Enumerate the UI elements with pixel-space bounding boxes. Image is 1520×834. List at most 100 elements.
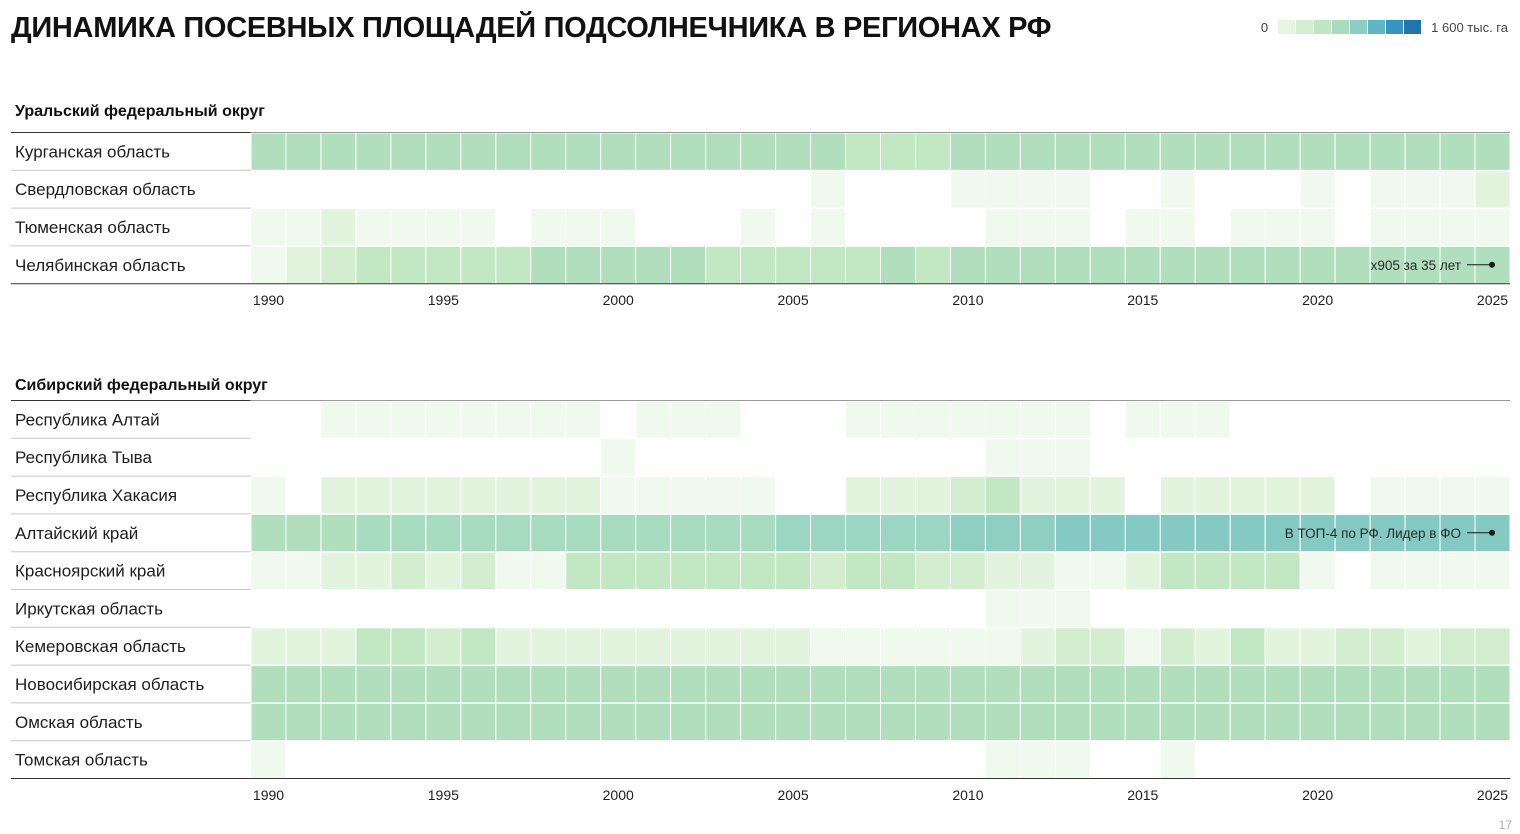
heatmap-cell — [635, 740, 672, 780]
row-label: Свердловская область — [15, 180, 196, 199]
heatmap-cell — [1334, 438, 1371, 477]
heatmap-cell — [1299, 627, 1336, 666]
heatmap-cell — [1124, 400, 1161, 439]
heatmap-cell — [1264, 665, 1301, 704]
heatmap-cell — [1089, 245, 1126, 285]
heatmap-cell — [1369, 627, 1406, 666]
heatmap-cell — [670, 665, 707, 704]
heatmap-cell — [775, 170, 812, 209]
heatmap-cell — [845, 627, 881, 666]
heatmap-cell — [635, 245, 672, 285]
heatmap-cell — [880, 400, 916, 439]
heatmap-cell — [949, 438, 986, 477]
heatmap-cell — [495, 665, 532, 704]
heatmap-cell — [425, 170, 462, 209]
heatmap-cell — [1229, 740, 1266, 780]
heatmap-cell — [1054, 702, 1091, 742]
heatmap-cell — [880, 208, 916, 247]
heatmap-cell — [670, 702, 707, 742]
heatmap-cell — [1299, 513, 1336, 553]
heatmap-cell — [810, 438, 847, 477]
heatmap-cell — [390, 589, 427, 628]
heatmap-cell — [1229, 589, 1266, 628]
heatmap-cell — [1369, 438, 1406, 477]
heatmap-cell — [285, 400, 322, 439]
heatmap-cell — [775, 740, 812, 780]
heatmap-cell — [845, 665, 881, 704]
heatmap-cell — [705, 702, 742, 742]
heatmap-cell — [949, 702, 986, 742]
heatmap-cell — [845, 589, 881, 628]
heatmap-cell — [1299, 476, 1336, 515]
heatmap-cell — [740, 400, 777, 439]
heatmap-cell — [740, 208, 777, 247]
heatmap-cell — [355, 476, 392, 515]
heatmap-cell — [880, 551, 916, 591]
heatmap-cell — [390, 132, 427, 171]
heatmap-cell — [565, 132, 602, 171]
heatmap-cell — [425, 627, 462, 666]
x-tick-label: 2010 — [952, 787, 983, 803]
heatmap-cell — [1264, 438, 1301, 477]
heatmap-cell — [1019, 665, 1056, 704]
heatmap-cell — [635, 627, 672, 666]
heatmap-cell — [670, 740, 707, 780]
heatmap-cell — [1369, 589, 1406, 628]
heatmap-cell — [1474, 551, 1511, 591]
heatmap-cell — [949, 208, 986, 247]
heatmap-cell — [320, 551, 357, 591]
heatmap-cell — [1089, 551, 1126, 591]
heatmap-cell — [845, 400, 881, 439]
heatmap-cell — [740, 665, 777, 704]
heatmap-cell — [810, 170, 847, 209]
heatmap-cell — [914, 551, 951, 591]
heatmap-cell — [1124, 438, 1161, 477]
heatmap-cell — [565, 589, 602, 628]
heatmap-cell — [250, 589, 287, 628]
heatmap-cell — [740, 702, 777, 742]
heatmap-cell — [530, 589, 567, 628]
heatmap-cell — [390, 170, 427, 209]
heatmap-cell — [320, 132, 357, 171]
row-label: Республика Хакасия — [15, 486, 177, 505]
heatmap-cell — [565, 740, 602, 780]
heatmap-cell — [845, 513, 881, 553]
heatmap-cell — [1089, 589, 1126, 628]
heatmap-cell — [880, 740, 916, 780]
heatmap-cell — [1194, 551, 1231, 591]
heatmap-cell — [775, 627, 812, 666]
row-label: Красноярский край — [15, 562, 165, 581]
heatmap-cell — [635, 665, 672, 704]
heatmap-cell — [1404, 627, 1441, 666]
heatmap-cell — [600, 740, 637, 780]
row-label: Кемеровская область — [15, 637, 186, 656]
heatmap-cell — [810, 551, 847, 591]
heatmap-cell — [740, 245, 777, 285]
heatmap-cell — [425, 245, 462, 285]
heatmap-cell — [1229, 170, 1266, 209]
heatmap-cell — [1334, 665, 1371, 704]
heatmap-cell — [285, 740, 322, 780]
heatmap-cell — [320, 245, 357, 285]
heatmap-cell — [285, 170, 322, 209]
heatmap-cell — [1159, 400, 1196, 439]
heatmap-cell — [810, 589, 847, 628]
heatmap-cell — [635, 438, 672, 477]
heatmap-cell — [1299, 702, 1336, 742]
heatmap-cell — [775, 476, 812, 515]
heatmap-cell — [775, 589, 812, 628]
heatmap-cell — [880, 476, 916, 515]
heatmap-cell — [670, 589, 707, 628]
heatmap-cell — [460, 702, 497, 742]
heatmap-cell — [355, 627, 392, 666]
heatmap-cell — [705, 551, 742, 591]
heatmap-cell — [984, 627, 1021, 666]
heatmap-cell — [1334, 513, 1371, 553]
legend-swatch — [1368, 20, 1386, 34]
heatmap-cell — [1019, 702, 1056, 742]
heatmap-cell — [1159, 438, 1196, 477]
heatmap-cell — [1019, 627, 1056, 666]
heatmap-cell — [1369, 513, 1406, 553]
heatmap-cell — [1404, 589, 1441, 628]
heatmap-cell — [250, 627, 287, 666]
